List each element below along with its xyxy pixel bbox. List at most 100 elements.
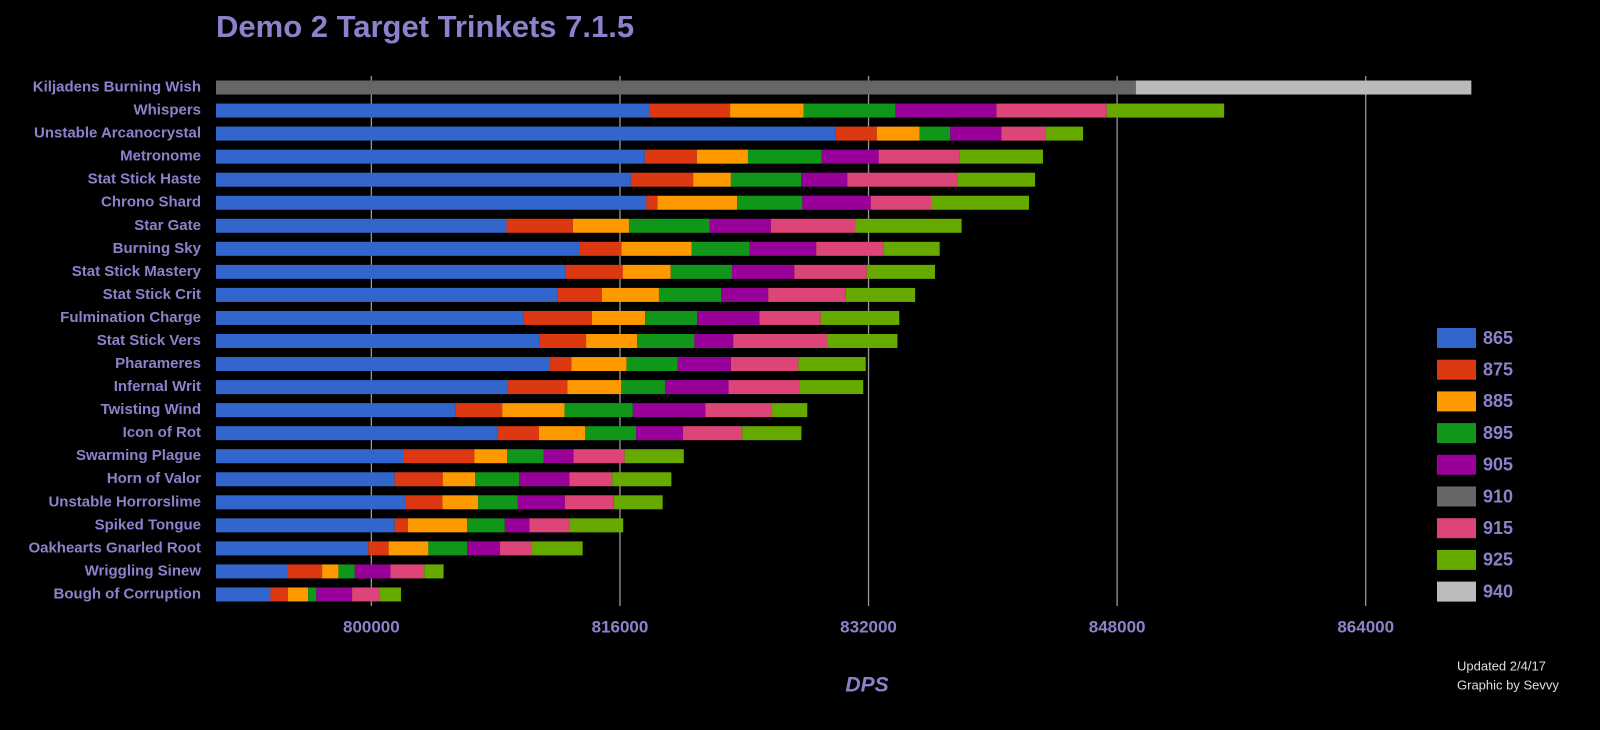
bar-segment	[475, 472, 520, 487]
bar-segment	[572, 218, 629, 233]
bar-segment	[388, 541, 429, 556]
bar-segment	[794, 264, 867, 279]
bar-segment	[497, 426, 540, 441]
bar-segment	[322, 564, 339, 579]
bar-segment	[216, 380, 509, 395]
x-axis-label: DPS	[845, 674, 888, 697]
bar-segment	[950, 126, 1002, 141]
bar-segment	[878, 149, 960, 164]
x-tick-label: 864000	[1337, 617, 1394, 636]
bar-segment	[543, 449, 574, 464]
bar-segment	[957, 172, 1036, 187]
bar-segment	[959, 149, 1044, 164]
bar-segment	[287, 587, 309, 602]
bar-segment	[866, 264, 936, 279]
legend-label: 865	[1483, 328, 1513, 348]
bar-segment	[442, 495, 479, 510]
y-tick-label: Star Gate	[134, 217, 201, 234]
bar-segment	[216, 195, 647, 210]
bar-segment	[539, 334, 587, 348]
bar-segment	[567, 380, 622, 395]
bar-segment	[308, 587, 317, 602]
bar-segment	[895, 103, 997, 118]
x-tick-label: 848000	[1089, 617, 1146, 636]
bar-segment	[883, 241, 940, 256]
bar-segment	[564, 403, 633, 418]
bar-segment	[677, 357, 731, 372]
bar-segment	[632, 403, 706, 418]
y-tick-label: Unstable Arcanocrystal	[34, 125, 201, 142]
bar-segment	[390, 564, 425, 579]
y-tick-label: Whispers	[133, 102, 201, 119]
legend-label: 895	[1483, 423, 1513, 443]
bar-segment	[216, 449, 404, 464]
bar-segment	[394, 472, 443, 487]
bar-segment	[467, 518, 505, 533]
bar-segment	[636, 426, 684, 441]
bar-segment	[564, 495, 614, 510]
bar-segment	[338, 564, 355, 579]
bar-segment	[670, 264, 732, 279]
bar-segment	[694, 334, 734, 348]
y-tick-label: Metronome	[120, 148, 201, 165]
y-tick-label: Fulmination Charge	[60, 309, 201, 326]
bar-segment	[803, 103, 896, 118]
bar-segment	[216, 126, 836, 141]
bar-segment	[696, 149, 748, 164]
y-tick-label: Stat Stick Vers	[97, 332, 201, 349]
bar-segment	[1135, 80, 1472, 95]
y-tick-label: Pharameres	[115, 355, 201, 372]
bar-segment	[649, 103, 731, 118]
bar-segment	[835, 126, 877, 141]
bar-segment	[730, 172, 802, 187]
bar-segment	[424, 564, 444, 579]
bar-segment	[455, 403, 503, 418]
y-tick-label: Bough of Corruption	[54, 585, 201, 602]
bar-segment	[519, 472, 570, 487]
y-tick-label: Stat Stick Mastery	[72, 263, 202, 280]
bar-segment	[709, 218, 771, 233]
legend-label: 940	[1483, 581, 1513, 601]
bar-segment	[733, 334, 828, 348]
bar-segment	[658, 287, 722, 302]
y-tick-label: Unstable Horrorslime	[48, 493, 201, 510]
bar-segment	[996, 103, 1107, 118]
chart-title: Demo 2 Target Trinkets 7.1.5	[216, 9, 634, 44]
bar-segment	[730, 357, 799, 372]
bar-segment	[405, 495, 443, 510]
bar-segment	[645, 310, 698, 325]
bar-segment	[730, 103, 804, 118]
x-tick-label: 816000	[592, 617, 649, 636]
bar-segment	[930, 195, 1030, 210]
bar-segment	[403, 449, 475, 464]
bar-segment	[622, 264, 671, 279]
bar-segment	[216, 357, 551, 372]
bar-segment	[216, 172, 631, 187]
legend-swatch	[1437, 359, 1476, 380]
bar-segment	[584, 426, 637, 441]
bar-segment	[601, 287, 659, 302]
bar-segment	[523, 310, 592, 325]
bar-segment	[612, 472, 672, 487]
y-tick-label: Oakhearts Gnarled Root	[28, 539, 201, 556]
bar-segment	[502, 403, 565, 418]
bar-segment	[621, 380, 666, 395]
bar-segment	[517, 495, 565, 510]
annotation: Updated 2/4/17	[1457, 658, 1546, 673]
legend-swatch	[1437, 328, 1476, 348]
bar-segment	[683, 426, 743, 441]
bar-segment	[467, 541, 500, 556]
bar-segment	[287, 564, 323, 579]
bar-segment	[499, 541, 532, 556]
bar-segment	[216, 426, 498, 441]
y-tick-label: Wriggling Sinew	[85, 562, 202, 579]
bar-segment	[742, 426, 802, 441]
y-tick-label: Stat Stick Haste	[88, 171, 201, 188]
bar-segment	[539, 426, 585, 441]
bar-segment	[586, 334, 638, 348]
bar-segment	[759, 310, 821, 325]
bar-segment	[569, 472, 613, 487]
bar-segment	[665, 380, 729, 395]
bar-segment	[531, 541, 583, 556]
bar-segment	[591, 310, 646, 325]
